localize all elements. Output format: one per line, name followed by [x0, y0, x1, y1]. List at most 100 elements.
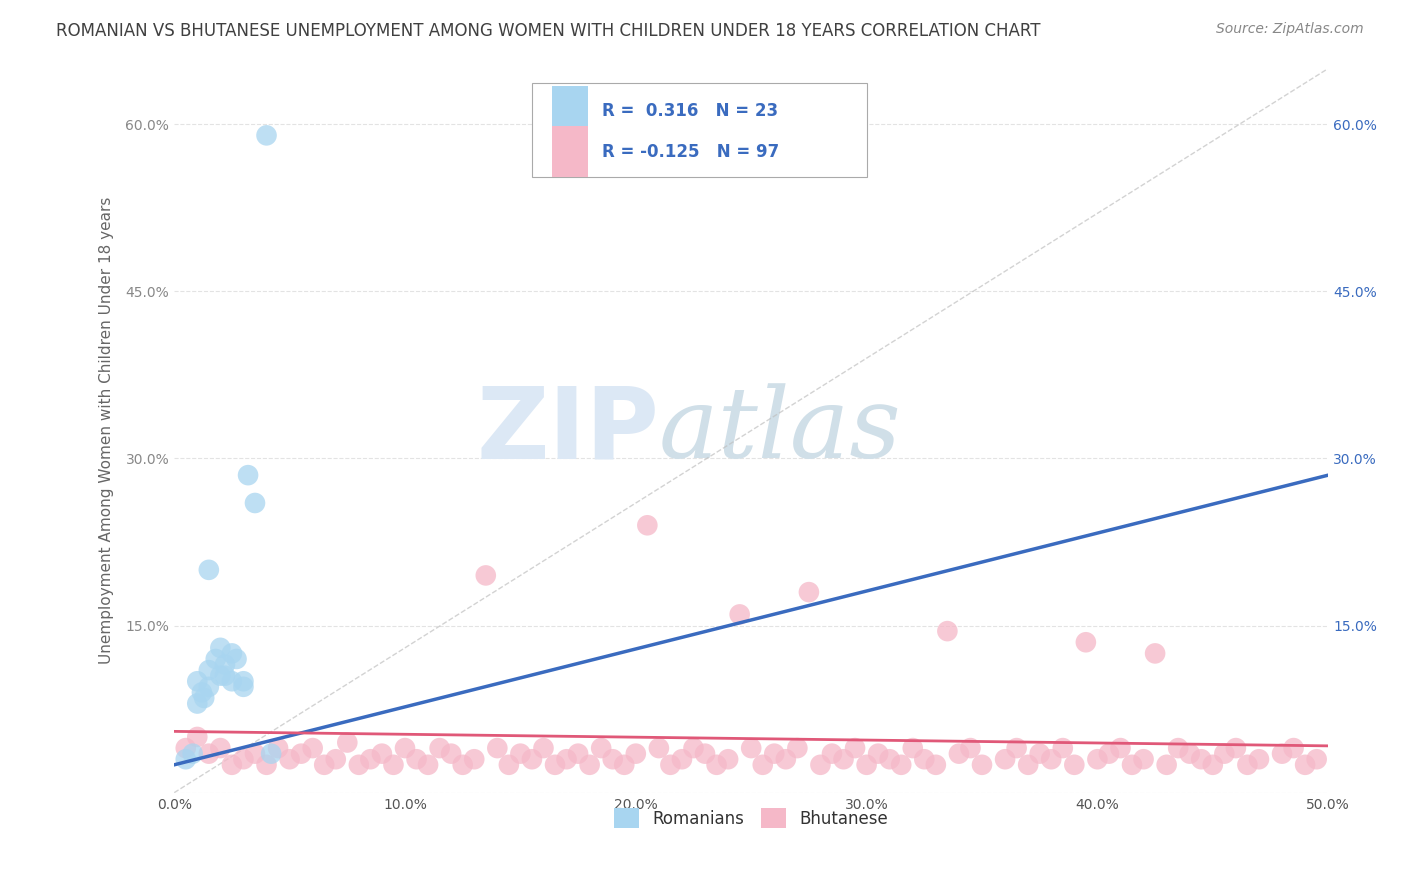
- Point: [186, 730, 208, 744]
- Point: [706, 757, 728, 772]
- Point: [1294, 757, 1316, 772]
- Text: atlas: atlas: [659, 383, 901, 478]
- Point: [1156, 757, 1178, 772]
- Point: [301, 741, 323, 756]
- Point: [1213, 747, 1236, 761]
- Point: [198, 563, 221, 577]
- Point: [232, 674, 254, 689]
- Point: [498, 757, 520, 772]
- Point: [371, 747, 394, 761]
- Point: [191, 685, 214, 699]
- Point: [693, 747, 716, 761]
- Point: [186, 674, 208, 689]
- Point: [624, 747, 647, 761]
- Point: [1087, 752, 1109, 766]
- Point: [890, 757, 912, 772]
- Point: [970, 757, 993, 772]
- Point: [901, 741, 924, 756]
- Point: [198, 663, 221, 677]
- Point: [1225, 741, 1247, 756]
- FancyBboxPatch shape: [531, 83, 866, 178]
- Point: [394, 741, 416, 756]
- Point: [613, 757, 636, 772]
- Point: [912, 752, 935, 766]
- Point: [232, 752, 254, 766]
- Point: [198, 747, 221, 761]
- Point: [463, 752, 485, 766]
- Point: [204, 652, 226, 666]
- Point: [359, 752, 381, 766]
- Point: [174, 741, 197, 756]
- Point: [728, 607, 751, 622]
- Point: [236, 468, 259, 483]
- Point: [314, 757, 336, 772]
- Point: [209, 640, 232, 655]
- Point: [1063, 757, 1085, 772]
- Point: [1189, 752, 1212, 766]
- FancyBboxPatch shape: [551, 86, 589, 136]
- Point: [936, 624, 959, 639]
- Point: [416, 757, 439, 772]
- Point: [221, 674, 243, 689]
- FancyBboxPatch shape: [551, 127, 589, 178]
- Point: [925, 757, 948, 772]
- Point: [209, 668, 232, 682]
- Point: [797, 585, 820, 599]
- Point: [648, 741, 671, 756]
- Point: [267, 741, 290, 756]
- Point: [325, 752, 347, 766]
- Point: [232, 680, 254, 694]
- Point: [855, 757, 877, 772]
- Point: [221, 647, 243, 661]
- Point: [181, 747, 204, 761]
- Point: [174, 752, 197, 766]
- Point: [740, 741, 762, 756]
- Point: [1109, 741, 1132, 756]
- Text: R =  0.316   N = 23: R = 0.316 N = 23: [602, 102, 779, 120]
- Point: [1144, 647, 1167, 661]
- Point: [763, 747, 786, 761]
- Point: [243, 747, 266, 761]
- Point: [475, 568, 498, 582]
- Point: [198, 680, 221, 694]
- Point: [214, 668, 236, 682]
- Point: [440, 747, 463, 761]
- Point: [1017, 757, 1039, 772]
- Point: [948, 747, 970, 761]
- Point: [544, 757, 567, 772]
- Point: [1271, 747, 1294, 761]
- Point: [429, 741, 451, 756]
- Point: [775, 752, 797, 766]
- Text: ZIP: ZIP: [477, 382, 659, 479]
- Y-axis label: Unemployment Among Women with Children Under 18 years: Unemployment Among Women with Children U…: [100, 197, 114, 665]
- Point: [336, 735, 359, 749]
- Point: [868, 747, 890, 761]
- Point: [786, 741, 808, 756]
- Point: [256, 757, 278, 772]
- Point: [451, 757, 474, 772]
- Point: [1074, 635, 1097, 649]
- Point: [186, 697, 208, 711]
- Point: [347, 757, 370, 772]
- Point: [717, 752, 740, 766]
- Point: [243, 496, 266, 510]
- Point: [1121, 757, 1143, 772]
- Text: R = -0.125   N = 97: R = -0.125 N = 97: [602, 143, 779, 161]
- Point: [1178, 747, 1201, 761]
- Point: [382, 757, 405, 772]
- Point: [256, 128, 278, 143]
- Point: [671, 752, 693, 766]
- Point: [578, 757, 600, 772]
- Point: [879, 752, 901, 766]
- Point: [555, 752, 578, 766]
- Point: [659, 757, 682, 772]
- Point: [225, 652, 247, 666]
- Point: [405, 752, 427, 766]
- Point: [260, 747, 283, 761]
- Point: [1040, 752, 1063, 766]
- Text: ROMANIAN VS BHUTANESE UNEMPLOYMENT AMONG WOMEN WITH CHILDREN UNDER 18 YEARS CORR: ROMANIAN VS BHUTANESE UNEMPLOYMENT AMONG…: [56, 22, 1040, 40]
- Point: [193, 690, 215, 705]
- Point: [209, 741, 232, 756]
- Point: [1202, 757, 1225, 772]
- Point: [533, 741, 555, 756]
